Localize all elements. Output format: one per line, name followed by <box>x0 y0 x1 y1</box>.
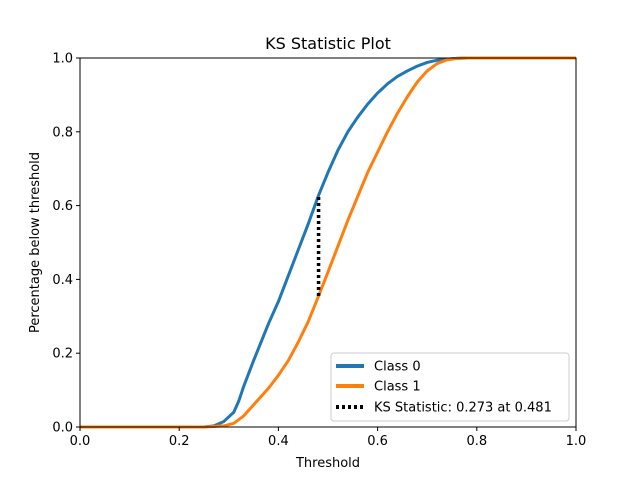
legend: Class 0 Class 1 KS Statistic: 0.273 at 0… <box>330 352 570 422</box>
legend-label-class-1: Class 1 <box>374 380 421 395</box>
y-tick-label: 0.0 <box>52 421 73 436</box>
series-layer <box>80 56 576 429</box>
legend-box <box>330 352 570 422</box>
plot-area-frame <box>79 57 577 428</box>
chart-title: KS Statistic Plot <box>265 34 391 53</box>
legend-label-ks-statistic: KS Statistic: 0.273 at 0.481 <box>374 401 552 416</box>
y-axis-label: Percentage below threshold <box>28 152 43 333</box>
x-tick-label: 1.0 <box>566 434 587 449</box>
series-line-class-1 <box>80 56 576 429</box>
y-tick-label: 0.2 <box>52 347 73 362</box>
y-tick-label: 0.6 <box>52 199 73 214</box>
axis-ticks: 0.0 0.2 0.4 0.6 0.8 1.0 0.0 0.2 0.4 0.6 0.8 1.0 <box>52 52 586 450</box>
x-tick-label: 0.0 <box>70 434 91 449</box>
x-tick-label: 0.2 <box>169 434 190 449</box>
legend-label-class-0: Class 0 <box>374 360 421 375</box>
y-tick-label: 0.8 <box>52 125 73 140</box>
x-axis-label: Threshold <box>295 456 360 471</box>
y-tick-label: 0.4 <box>52 273 73 288</box>
y-tick-label: 1.0 <box>52 52 73 67</box>
x-tick-label: 0.6 <box>367 434 388 449</box>
series-line-class-0 <box>80 56 576 429</box>
x-tick-label: 0.4 <box>268 434 289 449</box>
x-tick-label: 0.8 <box>466 434 487 449</box>
